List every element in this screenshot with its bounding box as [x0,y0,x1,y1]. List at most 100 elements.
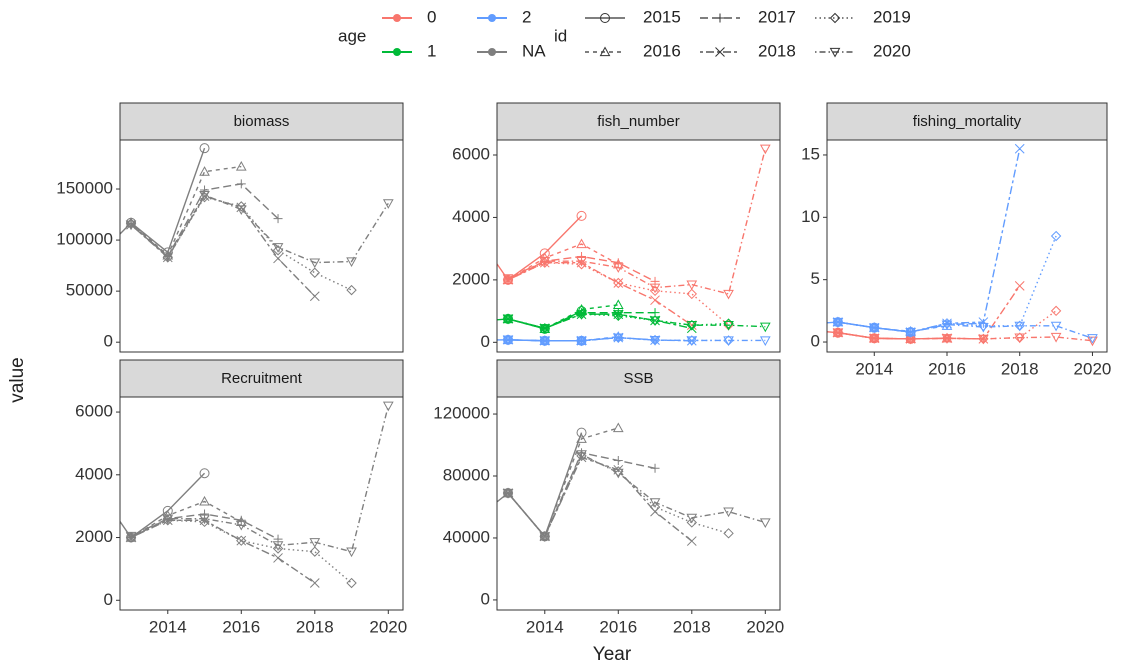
series-line [130,519,316,584]
legend-label: 2015 [643,7,681,26]
legend-key [488,48,496,56]
data-point [723,321,734,331]
data-point [613,332,624,343]
legend-key [393,14,401,22]
y-tick-label: 0 [104,332,113,351]
series-line [837,148,1021,333]
data-point [90,256,99,265]
series-line [130,405,389,553]
data-point [686,321,698,331]
data-point [199,143,210,154]
data-point [612,333,624,344]
data-point [832,317,844,328]
y-tick-label: 120000 [433,404,490,423]
data-point [833,317,843,327]
data-point [649,283,661,294]
data-point [503,314,513,324]
series-line [507,262,693,326]
data-point [686,288,697,300]
data-point [309,546,320,557]
data-point [941,334,953,344]
data-point [539,324,551,334]
panel [120,140,403,352]
data-point [539,336,551,347]
data-point [797,320,806,329]
data-point [1087,334,1098,344]
data-point [125,531,137,542]
data-point [199,166,210,176]
panel [497,140,780,352]
data-point [273,214,283,224]
data-point [650,295,660,306]
y-tick-label: 0 [811,332,820,351]
data-point [723,528,734,539]
data-point [686,336,698,346]
series-line [837,331,1093,342]
data-point [686,517,697,528]
data-point [502,488,514,499]
data-point [539,531,550,542]
plot-area [90,143,394,302]
data-point [1050,321,1062,332]
data-point [576,336,587,347]
series-line [837,321,1093,339]
data-point [236,535,247,546]
panel-border [119,396,404,611]
strip [119,102,404,141]
y-tick-label: 0 [481,589,490,608]
data-point [162,252,174,262]
data-point [613,258,623,268]
data-point [576,238,587,249]
x-tick-label: 2014 [855,359,893,378]
y-tick-label: 4000 [75,464,113,483]
panel-border [496,396,781,611]
data-point [235,205,247,215]
legend-key [715,47,725,57]
data-point [162,514,174,525]
x-tick-label: 2016 [222,617,260,636]
panel-title: SSB [623,370,653,387]
data-point [649,285,661,297]
data-point [272,245,284,256]
data-point [686,536,697,546]
data-point [576,433,587,443]
data-point [309,258,321,269]
data-point [941,318,953,329]
legend-label: 2018 [758,41,796,60]
data-point [978,334,989,344]
data-point [236,179,246,189]
data-point [612,468,624,479]
data-point [467,336,476,345]
data-point [650,335,660,345]
y-tick-label: 10 [801,207,820,226]
data-point [759,336,771,346]
x-axis-label: Year [593,644,632,665]
data-point [613,277,624,289]
y-tick-label: 50000 [66,281,113,300]
data-point [759,518,771,529]
legend-label: 2019 [873,7,911,26]
data-point [905,327,916,338]
y-tick-label: 100000 [56,230,113,249]
data-point [467,318,476,327]
series-line [507,261,729,326]
data-point [346,577,357,589]
panel-border [496,139,781,353]
series-line [507,148,766,295]
y-tick-label: 15 [801,144,820,163]
data-point [309,578,320,588]
data-point [309,538,321,548]
data-point [941,320,953,331]
legend-label: 2017 [758,7,796,26]
data-point [759,322,771,333]
series-line [507,453,766,538]
y-tick-label: 4000 [452,207,490,226]
data-point [1087,336,1098,347]
data-point [613,456,623,466]
x-tick-label: 2020 [746,617,784,636]
data-point [1014,333,1026,344]
panel-title: Recruitment [221,370,303,387]
data-point [272,243,284,253]
data-point [650,463,660,473]
data-point [868,323,880,334]
